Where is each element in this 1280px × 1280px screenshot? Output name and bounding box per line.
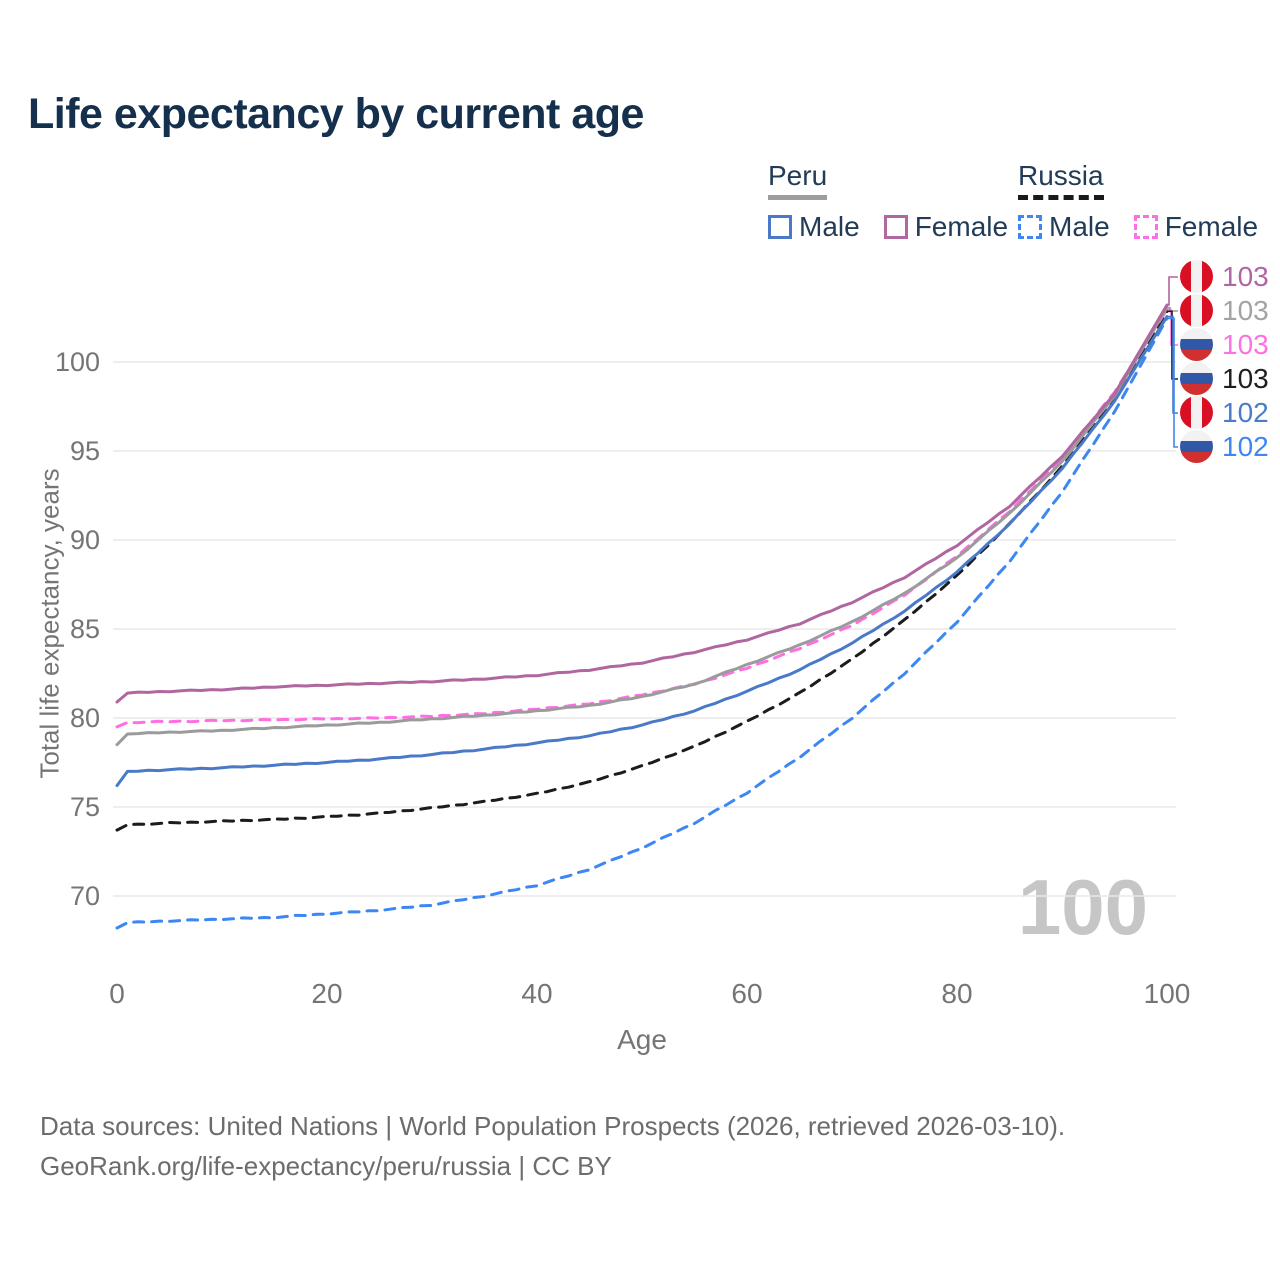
end-label-connector bbox=[1167, 315, 1178, 414]
y-tick-label: 90 bbox=[70, 525, 100, 555]
footer-sources-line: Data sources: United Nations | World Pop… bbox=[40, 1111, 1066, 1141]
legend-label: Female bbox=[1164, 211, 1259, 242]
legend-label: Female bbox=[914, 211, 1009, 242]
end-label-connector bbox=[1167, 276, 1178, 306]
peru-male-swatch-icon bbox=[768, 215, 792, 239]
legend-item-peru-male[interactable]: Male bbox=[768, 211, 860, 243]
x-tick-label: 80 bbox=[941, 978, 972, 1009]
russia-male-swatch-icon bbox=[1018, 215, 1042, 239]
x-tick-label: 40 bbox=[521, 978, 552, 1009]
y-tick-label: 75 bbox=[70, 792, 100, 822]
legend-label: Male bbox=[799, 211, 860, 242]
series-line-russia-both-sexes[interactable] bbox=[115, 309, 1169, 832]
series-line-russia-male[interactable] bbox=[115, 316, 1169, 930]
y-tick-label: 95 bbox=[70, 436, 100, 466]
y-tick-label: 85 bbox=[70, 614, 100, 644]
peru-female-swatch-icon bbox=[883, 215, 908, 239]
legend-group-russia: Russia Male Female bbox=[1018, 160, 1258, 243]
x-tick-label: 100 bbox=[1144, 978, 1191, 1009]
y-tick-label: 100 bbox=[55, 347, 100, 377]
x-tick-label: 60 bbox=[731, 978, 762, 1009]
y-tick-label: 70 bbox=[70, 881, 100, 911]
end-label-connector bbox=[1167, 310, 1178, 380]
legend-country-russia[interactable]: Russia bbox=[1018, 160, 1104, 200]
legend-group-peru: Peru Male Female bbox=[768, 160, 1008, 243]
footer-url-line: GeoRank.org/life-expectancy/peru/russia … bbox=[40, 1151, 612, 1182]
age-indicator-watermark: 100 bbox=[1017, 863, 1148, 951]
y-tick-label: 80 bbox=[70, 703, 100, 733]
legend-label: Male bbox=[1049, 211, 1110, 242]
legend-item-russia-male[interactable]: Male bbox=[1018, 211, 1110, 243]
x-tick-label: 0 bbox=[109, 978, 125, 1009]
x-axis-title: Age bbox=[617, 1024, 667, 1055]
series-line-peru-female[interactable] bbox=[115, 303, 1169, 704]
russia-female-swatch-icon bbox=[1133, 215, 1158, 239]
series-line-peru-male[interactable] bbox=[115, 315, 1169, 788]
legend-item-peru-female[interactable]: Female bbox=[883, 211, 1009, 243]
y-axis-title: Total life expectancy, years bbox=[34, 468, 65, 779]
end-label-connector bbox=[1167, 317, 1178, 448]
series-line-peru-both-sexes[interactable] bbox=[115, 306, 1169, 747]
legend-item-russia-female[interactable]: Female bbox=[1133, 211, 1259, 243]
page-title: Life expectancy by current age bbox=[28, 90, 644, 138]
x-tick-label: 20 bbox=[311, 978, 342, 1009]
legend-country-peru[interactable]: Peru bbox=[768, 160, 828, 200]
footer-attribution: Data sources: United Nations | World Pop… bbox=[40, 1106, 1065, 1187]
